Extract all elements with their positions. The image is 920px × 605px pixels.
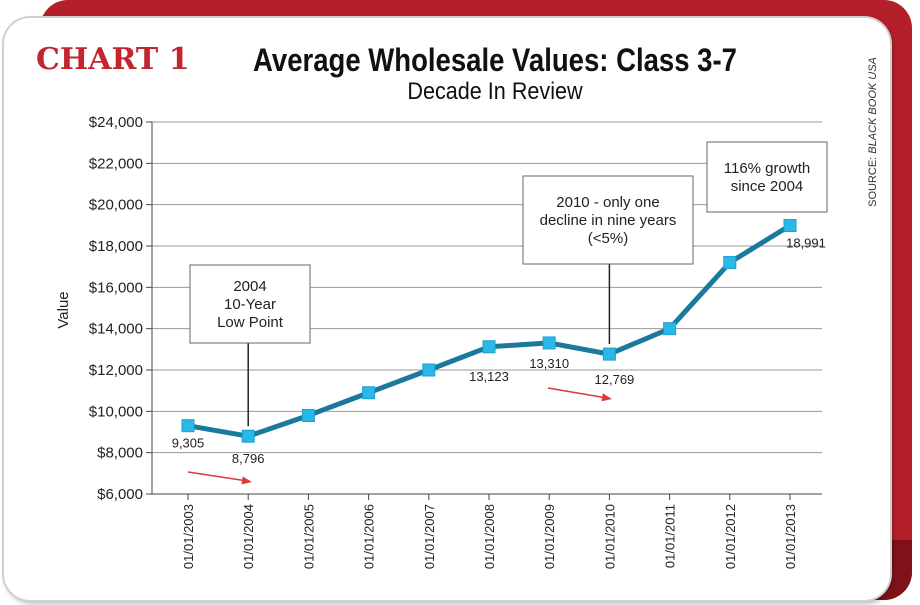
- annotation-text: (<5%): [588, 230, 628, 247]
- annotation-text: 116% growth: [724, 160, 810, 177]
- chart-title: Average Wholesale Values: Class 3-7: [253, 42, 737, 78]
- annotation-box: [189, 264, 311, 344]
- x-tick-label: 01/01/2012: [723, 504, 738, 569]
- y-tick-label: $20,000: [89, 197, 143, 214]
- y-tick-label: $18,000: [89, 238, 143, 255]
- annotation-text: decline in nine years: [540, 212, 677, 229]
- y-tick-label: $14,000: [89, 321, 143, 338]
- chart-subtitle: Decade In Review: [407, 78, 583, 105]
- trend-arrowhead: [241, 476, 252, 485]
- data-label: 13,310: [529, 356, 569, 371]
- x-tick-label: 01/01/2013: [783, 504, 798, 569]
- x-tick-label: 01/01/2003: [181, 504, 196, 569]
- trend-arrow: [547, 387, 605, 399]
- y-tick-label: $8,000: [97, 445, 143, 462]
- data-label: 9,305: [172, 436, 205, 451]
- annotation-text: Low Point: [217, 314, 284, 331]
- annotation-text: 10-Year: [224, 296, 276, 313]
- data-point: [301, 408, 315, 422]
- data-point: [422, 363, 436, 377]
- x-tick-label: 01/01/2011: [663, 504, 678, 568]
- trend-arrowhead: [601, 393, 612, 402]
- annotation-box: [522, 175, 694, 265]
- annotation-text: 2004: [233, 278, 266, 295]
- x-tick-label: 01/01/2010: [602, 504, 617, 569]
- data-point: [181, 419, 195, 433]
- x-tick-label: 01/01/2005: [301, 504, 316, 569]
- data-label: 18,991: [786, 236, 826, 251]
- data-label: 12,769: [595, 372, 635, 387]
- annotation-text: 2010 - only one: [556, 194, 659, 211]
- annotation-text: since 2004: [731, 178, 804, 195]
- x-tick-label: 01/01/2009: [542, 504, 557, 569]
- y-tick-label: $16,000: [89, 279, 143, 296]
- data-point: [241, 429, 255, 443]
- data-point: [723, 256, 737, 270]
- data-label: 8,796: [232, 451, 265, 466]
- chart-number-label: CHART 1: [36, 42, 190, 77]
- y-tick-label: $10,000: [89, 403, 143, 420]
- data-point: [602, 347, 616, 361]
- data-label: 13,123: [469, 369, 509, 384]
- annotation-box: [706, 141, 828, 213]
- x-tick-label: 01/01/2006: [362, 504, 377, 569]
- y-axis-label: Value: [55, 291, 72, 328]
- x-tick-label: 01/01/2008: [482, 504, 497, 569]
- data-point: [783, 219, 797, 233]
- x-tick-label: 01/01/2007: [422, 504, 437, 569]
- data-point: [482, 340, 496, 354]
- y-tick-label: $12,000: [89, 362, 143, 379]
- y-tick-label: $22,000: [89, 155, 143, 172]
- data-point: [362, 386, 376, 400]
- data-point: [542, 336, 556, 350]
- y-tick-label: $24,000: [89, 114, 143, 131]
- x-tick-label: 01/01/2004: [241, 504, 256, 569]
- data-point: [663, 322, 677, 336]
- trend-arrow: [187, 471, 245, 482]
- y-tick-label: $6,000: [97, 486, 143, 503]
